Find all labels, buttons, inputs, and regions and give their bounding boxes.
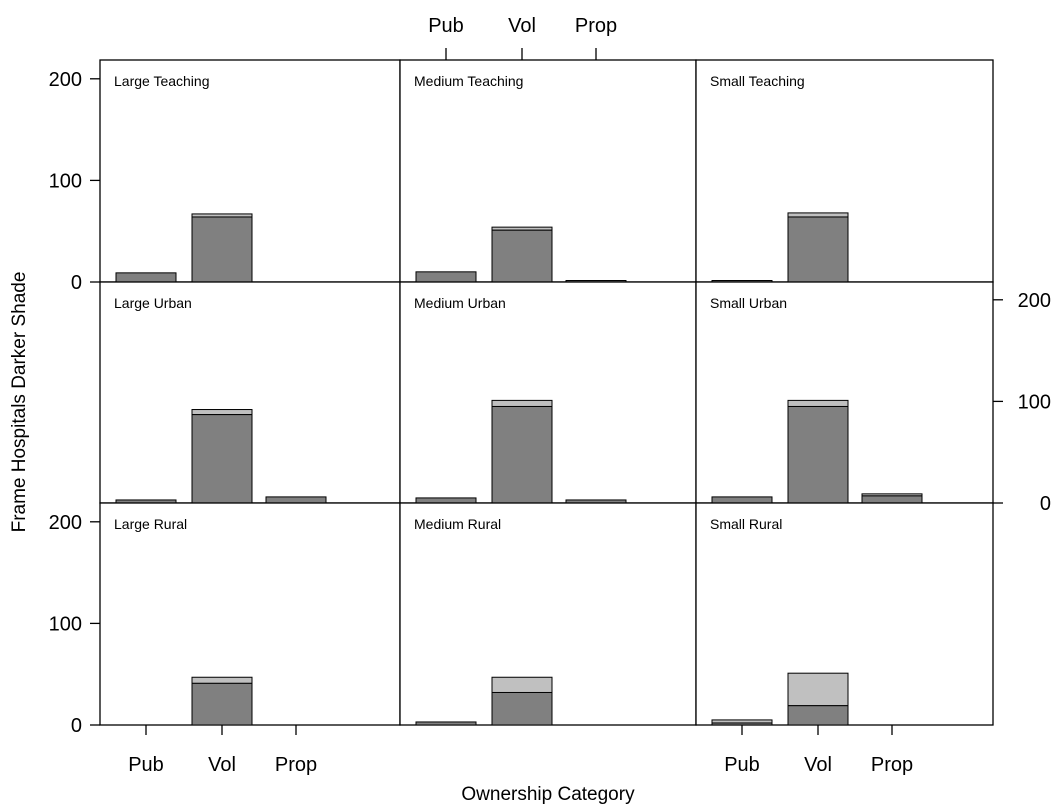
panel-small-urban: Small Urban xyxy=(695,281,994,504)
y-tick-label-row1-0: 0 xyxy=(71,272,82,294)
bar-dark-medium-urban-pub xyxy=(415,497,477,504)
panel-label-large-rural: Large Rural xyxy=(114,516,187,532)
bar-light-small-teaching-vol xyxy=(787,212,849,218)
y-axis-title: Frame Hospitals Darker Shade xyxy=(9,272,30,533)
bar-dark-small-teaching-vol xyxy=(787,216,849,283)
panel-label-small-teaching: Small Teaching xyxy=(710,73,805,89)
bar-dark-medium-rural-pub xyxy=(415,721,477,726)
bar-light-small-rural-vol xyxy=(787,672,849,707)
x-tick-label-col2-vol: Vol xyxy=(508,15,536,37)
x-tick-label-col1-prop: Prop xyxy=(275,754,317,776)
x-tick-label-col2-prop: Prop xyxy=(575,15,617,37)
bar-dark-small-rural-pub xyxy=(711,722,773,726)
panel-large-urban: Large Urban xyxy=(99,281,401,504)
panel-large-teaching: Large Teaching xyxy=(99,59,401,283)
bar-dark-small-urban-vol xyxy=(787,405,849,504)
panel-medium-teaching: Medium Teaching xyxy=(399,59,697,283)
panel-label-large-urban: Large Urban xyxy=(114,295,192,311)
panel-medium-urban: Medium Urban xyxy=(399,281,697,504)
x-tick-label-col3-vol: Vol xyxy=(804,754,832,776)
y-tick-label-row3-100: 100 xyxy=(49,613,82,635)
bar-light-large-urban-vol xyxy=(191,409,253,416)
y-tick-label-row1-100: 100 xyxy=(49,170,82,192)
bar-light-medium-urban-vol xyxy=(491,399,553,407)
bar-dark-small-urban-prop xyxy=(861,495,923,504)
panel-small-teaching: Small Teaching xyxy=(695,59,994,283)
bar-dark-large-urban-vol xyxy=(191,414,253,504)
x-tick-label-col1-vol: Vol xyxy=(208,754,236,776)
panel-label-small-rural: Small Rural xyxy=(710,516,782,532)
bar-dark-small-urban-pub xyxy=(711,496,773,504)
bar-dark-medium-teaching-vol xyxy=(491,229,553,283)
y-tick-label-row2-100: 100 xyxy=(1018,391,1051,413)
bar-dark-large-urban-prop xyxy=(265,496,327,504)
bar-light-large-rural-vol xyxy=(191,676,253,684)
y-tick-label-row3-200: 200 xyxy=(49,512,82,534)
bar-light-small-urban-vol xyxy=(787,399,849,407)
y-tick-label-row1-200: 200 xyxy=(49,69,82,91)
bar-dark-large-teaching-pub xyxy=(115,272,177,283)
x-axis-title: Ownership Category xyxy=(461,784,635,805)
x-tick-label-col1-pub: Pub xyxy=(128,754,164,776)
panel-label-large-teaching: Large Teaching xyxy=(114,73,209,89)
panel-large-rural: Large Rural xyxy=(99,502,401,726)
panels-layer: Large Teaching Medium Teaching Small Teach… xyxy=(99,59,994,726)
bar-dark-medium-urban-vol xyxy=(491,405,553,504)
panel-label-medium-rural: Medium Rural xyxy=(414,516,501,532)
y-tick-label-row2-0: 0 xyxy=(1040,493,1051,515)
x-tick-label-col3-prop: Prop xyxy=(871,754,913,776)
panel-medium-rural: Medium Rural xyxy=(399,502,697,726)
x-tick-label-col2-pub: Pub xyxy=(428,15,464,37)
bar-light-medium-rural-vol xyxy=(491,676,553,693)
x-tick-label-col3-pub: Pub xyxy=(724,754,760,776)
axes-layer: 0 100 200 0 100 200 0 100 200 Pub Vol Prop Pub Vol Pro… xyxy=(49,15,1051,776)
bar-dark-medium-rural-vol xyxy=(491,691,553,726)
panel-label-medium-teaching: Medium Teaching xyxy=(414,73,523,89)
panel-label-small-urban: Small Urban xyxy=(710,295,787,311)
bar-dark-small-rural-vol xyxy=(787,705,849,726)
bar-dark-medium-teaching-pub xyxy=(415,271,477,283)
bar-dark-large-rural-vol xyxy=(191,682,253,726)
bar-dark-large-teaching-vol xyxy=(191,216,253,283)
y-tick-label-row3-0: 0 xyxy=(71,715,82,737)
y-tick-label-row2-200: 200 xyxy=(1018,290,1051,312)
panel-label-medium-urban: Medium Urban xyxy=(414,295,506,311)
panel-small-rural: Small Rural xyxy=(695,502,994,726)
